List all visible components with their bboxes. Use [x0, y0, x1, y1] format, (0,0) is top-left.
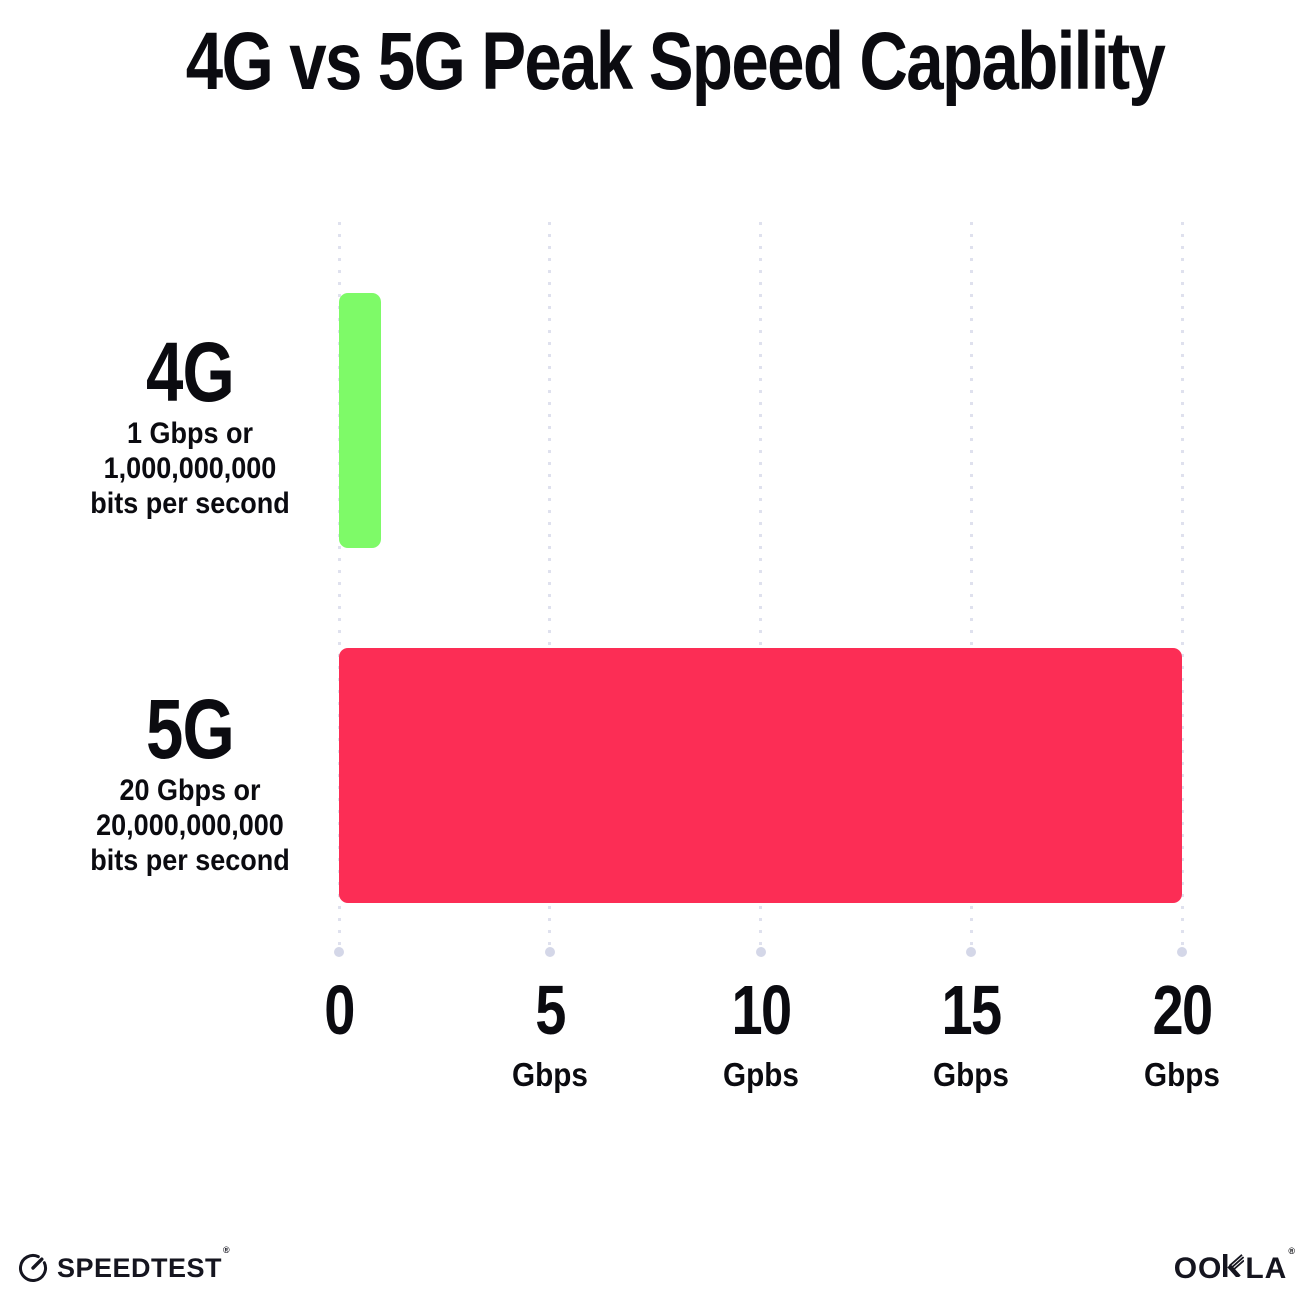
ookla-registered-mark: ®: [1288, 1246, 1295, 1256]
x-tick: 15 Gbps: [851, 975, 1091, 1091]
ookla-wordmark: OO LA: [1173, 1252, 1288, 1285]
x-tick-number: 10: [730, 971, 792, 1049]
row-sublabel: 1 Gbps or 1,000,000,000 bits per second: [69, 416, 312, 521]
row-label-heading: 5G: [145, 682, 235, 776]
x-tick-unit: Gbps: [933, 1056, 1010, 1093]
x-tick-unit: Gbps: [1144, 1056, 1220, 1093]
row-label-heading: 4G: [145, 325, 235, 419]
row-sublabel-line: 20,000,000,000: [96, 809, 284, 842]
axis-end-dot: [334, 947, 344, 957]
x-tick-unit: Gbps: [511, 1056, 588, 1093]
row-sublabel-line: 1,000,000,000: [103, 452, 277, 485]
axis-end-dot: [1177, 947, 1187, 957]
bar-4g: [339, 293, 382, 548]
speedtest-logo: SPEEDTEST®: [16, 1244, 231, 1285]
gridline: [759, 222, 762, 945]
gridline: [1180, 222, 1184, 945]
row-sublabel-line: bits per second: [90, 844, 290, 877]
x-tick: 20 Gbps: [1062, 975, 1302, 1091]
row-label-group-5g: 5G 20 Gbps or 20,000,000,000 bits per secon…: [55, 687, 325, 878]
x-tick-unit: Gpbs: [722, 1056, 799, 1093]
speedtest-registered-mark: ®: [223, 1244, 231, 1255]
row-label-group-4g: 4G 1 Gbps or 1,000,000,000 bits per second: [55, 330, 325, 521]
row-sublabel: 20 Gbps or 20,000,000,000 bits per second: [69, 773, 312, 878]
row-sublabel-line: bits per second: [90, 487, 290, 520]
chart-title: 4G vs 5G Peak Speed Capability: [185, 16, 1166, 107]
gridline: [337, 222, 341, 945]
x-tick-number: 15: [941, 971, 1003, 1049]
speedometer-gauge-icon: [19, 1254, 47, 1282]
row-sublabel-line: 1 Gbps or: [126, 417, 254, 450]
axis-end-dot: [966, 947, 977, 957]
axis-end-dot: [544, 947, 555, 957]
x-tick: 0: [219, 975, 459, 1058]
row-sublabel-line: 20 Gbps or: [119, 774, 261, 807]
ookla-logo: OO LA ®: [1173, 1246, 1295, 1285]
x-tick-number: 0: [324, 971, 355, 1049]
x-tick: 10 Gpbs: [641, 975, 881, 1091]
gridline: [548, 222, 552, 945]
x-tick-number: 20: [1152, 971, 1213, 1049]
speedtest-wordmark: SPEEDTEST®: [57, 1244, 231, 1283]
ookla-hatched-k-icon: [1223, 1254, 1245, 1277]
x-tick-number: 5: [534, 971, 566, 1049]
axis-end-dot: [755, 947, 766, 957]
bar-5g: [339, 648, 1182, 903]
x-tick: 5 Gbps: [430, 975, 670, 1091]
gridline: [969, 222, 973, 945]
